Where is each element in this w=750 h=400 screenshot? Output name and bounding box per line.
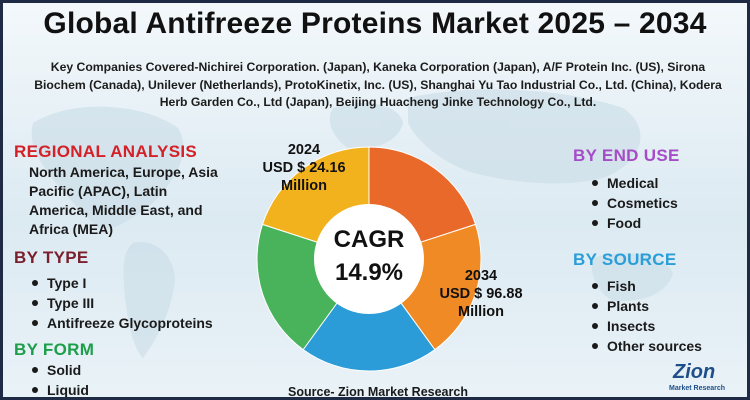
pie-slice-3 — [302, 258, 436, 372]
cagr-value: 14.9% — [334, 259, 404, 286]
by-source-list: Fish Plants Insects Other sources — [589, 276, 702, 356]
annotation-2034-year: 2034 — [464, 268, 498, 284]
market-pie-chart — [256, 146, 482, 372]
list-item: Type III — [29, 293, 213, 313]
annotation-2034-value: USD $ 96.88 — [439, 286, 523, 302]
list-item: Solid — [29, 360, 89, 380]
by-form-heading: BY FORM — [14, 340, 95, 359]
key-companies-text: Key Companies Covered-Nichirei Corporati… — [34, 60, 722, 109]
annotation-2024-value: USD $ 24.16 — [262, 160, 346, 176]
by-type-list: Type I Type III Antifreeze Glycoproteins — [29, 273, 213, 333]
logo-word: Zion — [673, 361, 716, 383]
list-item: Food — [589, 213, 678, 233]
list-item: Insects — [589, 316, 702, 336]
annotation-2034-unit: Million — [458, 304, 504, 320]
by-source-heading: BY SOURCE — [573, 250, 677, 269]
zion-logo: Zion Market Research — [665, 361, 745, 397]
regional-analysis-heading: REGIONAL ANALYSIS — [14, 142, 198, 161]
list-item: Type I — [29, 273, 213, 293]
annotation-2024-unit: Million — [281, 178, 327, 194]
annotation-2024-year: 2024 — [287, 142, 321, 158]
cagr-label: CAGR — [333, 226, 405, 253]
by-type-heading: BY TYPE — [14, 248, 89, 267]
list-item: Liquid — [29, 380, 89, 397]
by-form-list: Solid Liquid — [29, 360, 89, 397]
list-item: Plants — [589, 296, 702, 316]
list-item: Antifreeze Glycoproteins — [29, 313, 213, 333]
list-item: Fish — [589, 276, 702, 296]
list-item: Other sources — [589, 336, 702, 356]
by-end-use-list: Medical Cosmetics Food — [589, 173, 678, 233]
annotation-2034: 2034 USD $ 96.88 Million — [425, 267, 537, 321]
logo-subtitle: Market Research — [669, 385, 726, 392]
annotation-2024: 2024 USD $ 24.16 Million — [249, 141, 359, 195]
page-title: Global Antifreeze Proteins Market 2025 –… — [43, 7, 707, 40]
list-item: Medical — [589, 173, 678, 193]
pie-center-hole — [314, 204, 424, 314]
regional-analysis-text: North America, Europe, Asia Pacific (APA… — [29, 164, 218, 237]
source-credit: Source- Zion Market Research — [288, 385, 468, 399]
list-item: Cosmetics — [589, 193, 678, 213]
by-end-use-heading: BY END USE — [573, 146, 680, 165]
